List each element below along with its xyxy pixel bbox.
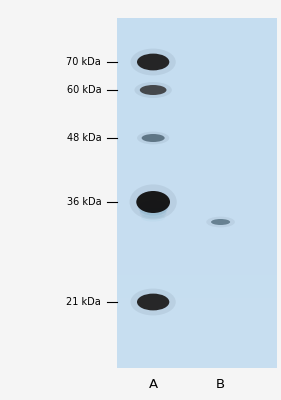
Bar (117, 76, 277, 88)
Ellipse shape (137, 294, 169, 310)
Ellipse shape (137, 132, 169, 144)
Ellipse shape (130, 288, 176, 316)
Bar (117, 53, 277, 65)
Bar (117, 100, 277, 111)
Bar (117, 170, 277, 181)
Ellipse shape (130, 48, 176, 76)
Bar (117, 135, 277, 146)
Text: A: A (149, 378, 158, 390)
Bar (117, 298, 277, 310)
Bar (117, 251, 277, 263)
Ellipse shape (141, 214, 165, 222)
Bar (117, 263, 277, 275)
Ellipse shape (206, 217, 235, 227)
Ellipse shape (142, 134, 165, 142)
Bar (117, 88, 277, 100)
Bar (117, 228, 277, 240)
Ellipse shape (135, 82, 172, 98)
Bar (117, 345, 277, 356)
Text: 70 kDa: 70 kDa (66, 57, 101, 67)
Ellipse shape (138, 200, 168, 216)
Bar (117, 18, 277, 30)
Bar (117, 158, 277, 170)
Ellipse shape (211, 219, 230, 225)
Bar (117, 356, 277, 368)
Ellipse shape (140, 85, 166, 95)
Text: 60 kDa: 60 kDa (67, 85, 101, 95)
Ellipse shape (130, 184, 177, 220)
Text: B: B (216, 378, 225, 390)
Bar (117, 240, 277, 251)
Bar (117, 216, 277, 228)
Bar (117, 18, 277, 368)
Bar (117, 333, 277, 345)
Bar (117, 181, 277, 193)
Bar (117, 123, 277, 135)
Text: 21 kDa: 21 kDa (66, 297, 101, 307)
Bar (117, 193, 277, 205)
Bar (117, 275, 277, 286)
Bar (117, 146, 277, 158)
Bar (117, 310, 277, 321)
Bar (117, 41, 277, 53)
Bar (117, 65, 277, 76)
Text: 48 kDa: 48 kDa (67, 133, 101, 143)
Ellipse shape (140, 207, 166, 218)
Ellipse shape (136, 191, 170, 213)
Bar (117, 205, 277, 216)
Bar (117, 111, 277, 123)
Bar (117, 286, 277, 298)
Bar (117, 30, 277, 41)
Bar (117, 321, 277, 333)
Ellipse shape (137, 54, 169, 70)
Text: 36 kDa: 36 kDa (67, 197, 101, 207)
